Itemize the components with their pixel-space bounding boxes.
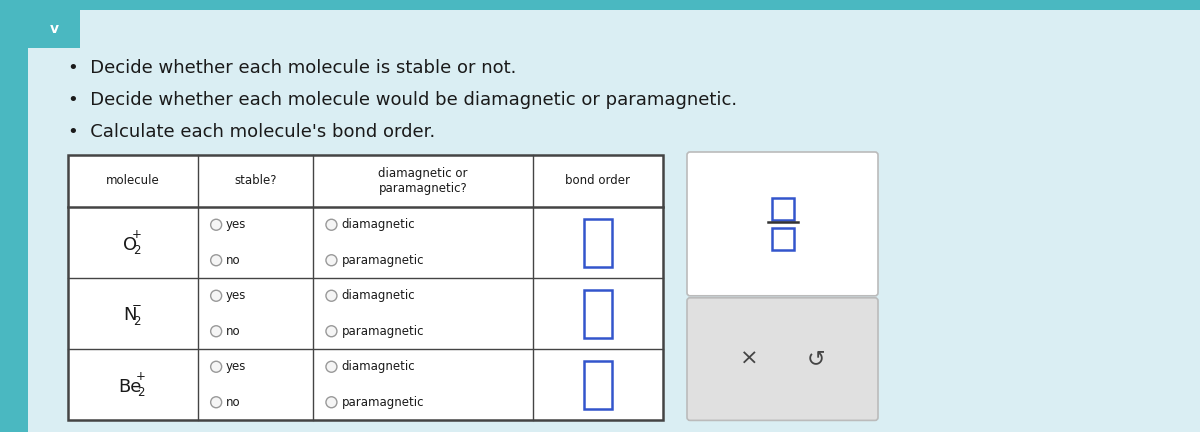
Text: diamagnetic: diamagnetic xyxy=(342,289,415,302)
Text: no: no xyxy=(226,254,241,267)
Text: +: + xyxy=(132,228,142,241)
Bar xyxy=(68,155,662,420)
Text: no: no xyxy=(226,325,241,338)
Bar xyxy=(584,360,612,409)
Text: diamagnetic: diamagnetic xyxy=(342,218,415,231)
Text: •  Calculate each molecule's bond order.: • Calculate each molecule's bond order. xyxy=(68,123,436,141)
Circle shape xyxy=(211,219,222,230)
Circle shape xyxy=(326,397,337,408)
Text: −: − xyxy=(132,299,142,312)
Bar xyxy=(584,219,612,267)
Bar xyxy=(772,198,793,220)
Text: paramagnetic: paramagnetic xyxy=(342,396,424,409)
Text: O: O xyxy=(124,235,137,254)
Text: ×: × xyxy=(740,349,758,369)
Text: paramagnetic: paramagnetic xyxy=(342,254,424,267)
Bar xyxy=(28,10,80,48)
Text: 2: 2 xyxy=(133,315,140,328)
Text: yes: yes xyxy=(226,360,246,373)
Circle shape xyxy=(326,219,337,230)
Circle shape xyxy=(211,326,222,337)
Text: 2: 2 xyxy=(133,244,140,257)
Text: N: N xyxy=(124,306,137,324)
FancyBboxPatch shape xyxy=(686,152,878,296)
Text: molecule: molecule xyxy=(107,175,160,187)
Bar xyxy=(0,0,1200,10)
Text: Be: Be xyxy=(119,378,142,396)
Text: yes: yes xyxy=(226,289,246,302)
Text: yes: yes xyxy=(226,218,246,231)
Circle shape xyxy=(211,397,222,408)
Text: paramagnetic: paramagnetic xyxy=(342,325,424,338)
Text: 2: 2 xyxy=(137,386,145,399)
Circle shape xyxy=(211,290,222,301)
Text: no: no xyxy=(226,396,241,409)
Text: bond order: bond order xyxy=(565,175,630,187)
Text: •  Decide whether each molecule would be diamagnetic or paramagnetic.: • Decide whether each molecule would be … xyxy=(68,91,737,109)
Text: +: + xyxy=(136,370,146,383)
FancyBboxPatch shape xyxy=(686,298,878,420)
Bar xyxy=(0,0,28,432)
Circle shape xyxy=(211,255,222,266)
Text: v: v xyxy=(49,22,59,36)
Circle shape xyxy=(326,326,337,337)
Circle shape xyxy=(326,290,337,301)
Circle shape xyxy=(326,361,337,372)
Text: diamagnetic: diamagnetic xyxy=(342,360,415,373)
Text: •  Decide whether each molecule is stable or not.: • Decide whether each molecule is stable… xyxy=(68,59,516,77)
Text: ↺: ↺ xyxy=(806,349,826,369)
Circle shape xyxy=(326,255,337,266)
Text: diamagnetic or
paramagnetic?: diamagnetic or paramagnetic? xyxy=(378,167,468,195)
Text: stable?: stable? xyxy=(234,175,277,187)
Bar xyxy=(584,289,612,337)
Bar xyxy=(772,228,793,250)
Circle shape xyxy=(211,361,222,372)
